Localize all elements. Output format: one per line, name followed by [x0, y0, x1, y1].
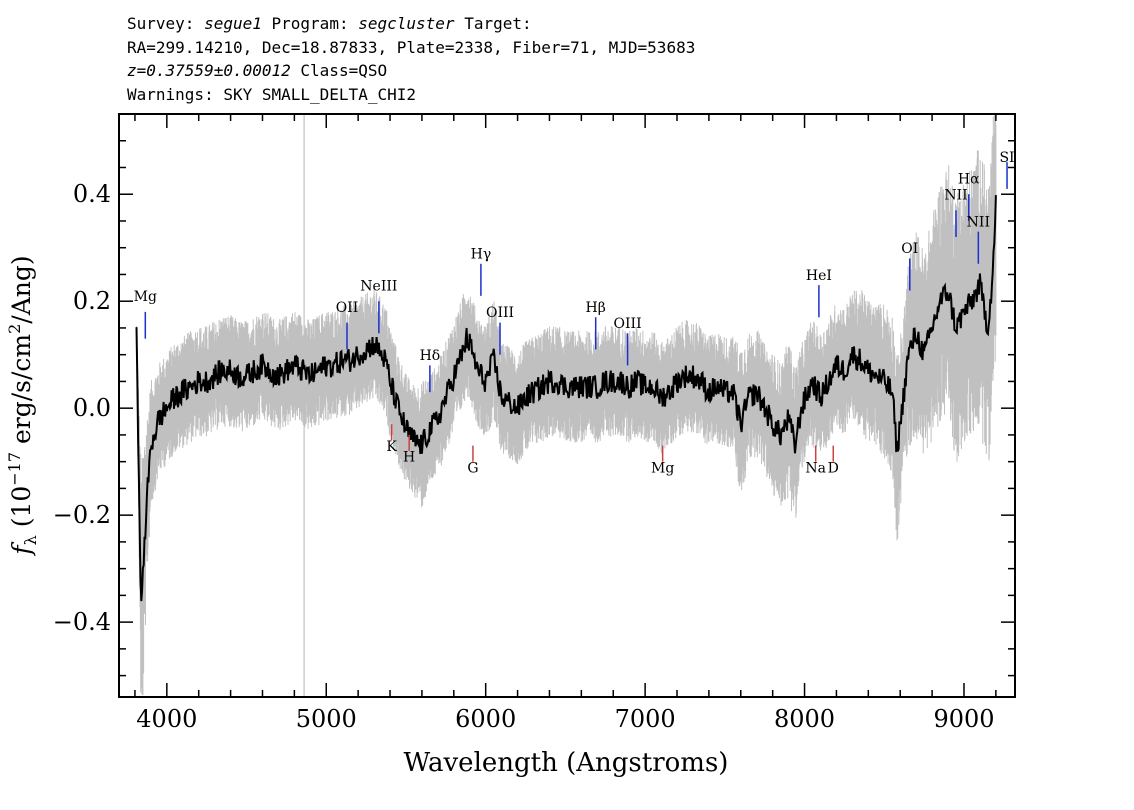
x-axis-label: Wavelength (Angstroms)	[404, 748, 729, 778]
emission-line-label: HeI	[806, 268, 832, 284]
y-tick-label: −0.2	[53, 501, 111, 529]
target-label: Target:	[464, 14, 532, 33]
emission-line-label: OI	[901, 241, 918, 257]
header-line-2: RA=299.14210, Dec=18.87833, Plate=2338, …	[127, 37, 696, 57]
x-tick-label: 8000	[774, 705, 835, 733]
flux-series-line	[135, 195, 997, 602]
absorption-line-label: D	[828, 460, 839, 476]
spectrum-header: Survey: segue1 Program: segcluster Targe…	[127, 12, 695, 106]
flux-series-layer	[135, 195, 997, 602]
emission-line-label: Hα	[958, 172, 980, 188]
y-axis-label: fλ (10−17 erg/s/cm2/Ang)	[5, 255, 40, 556]
error-band-path	[136, 114, 997, 696]
y-tick-label: 0.4	[73, 180, 111, 208]
header-line-3: z=0.37559±0.00012 Class=QSO	[127, 59, 695, 83]
absorption-line-label: Mg	[651, 460, 674, 476]
y-axis-symbol: f	[7, 542, 36, 557]
tick-layer: 4000 5000 6000 7000 8000 9000 −0.4 −0.2 0.0 0.2 0.…	[53, 114, 1015, 733]
y-tick-label: −0.4	[53, 608, 111, 636]
y-axis-exponent: −17	[5, 452, 24, 486]
survey-value: segue1	[204, 14, 262, 33]
redshift-value: z=0.37559±0.00012	[127, 61, 291, 80]
y-axis-units-end: /Ang)	[7, 255, 36, 323]
x-tick-label: 9000	[933, 705, 994, 733]
x-tick-label: 4000	[136, 705, 197, 733]
emission-line-label: Hγ	[471, 246, 492, 262]
x-tick-label: 6000	[455, 705, 516, 733]
absorption-line-label: K	[386, 439, 397, 455]
emission-line-label: NII	[944, 188, 967, 204]
emission-line-label: Mg	[134, 289, 157, 305]
absorption-line-label: G	[467, 460, 478, 476]
survey-label: Survey:	[127, 14, 195, 33]
emission-line-label: OIII	[486, 305, 514, 321]
header-line-1: Survey: segue1 Program: segcluster Targe…	[127, 12, 695, 36]
program-label: Program:	[271, 14, 349, 33]
emission-line-label: Hβ	[586, 300, 606, 316]
y-tick-label: 0.0	[73, 394, 111, 422]
y-axis-units-rest: erg/s/cm	[7, 334, 36, 452]
y-axis-units: (10	[7, 486, 36, 536]
y-axis-sq: 2	[5, 324, 24, 334]
emission-line-label: NeIII	[360, 279, 397, 295]
axes-frame	[118, 113, 1016, 698]
error-band	[136, 114, 997, 696]
emission-line-label: OII	[336, 300, 359, 316]
emission-line-label: OIII	[614, 316, 642, 332]
svg-text:fλ (10−17 erg/s/cm2/Ang): fλ (10−17 erg/s/cm2/Ang)	[5, 255, 40, 556]
y-tick-label: 0.2	[73, 287, 111, 315]
emission-line-label: SI	[999, 150, 1014, 166]
emission-line-label: Hδ	[420, 348, 441, 364]
absorption-line-label: H	[403, 450, 415, 466]
y-axis-subscript: λ	[21, 535, 40, 545]
emission-line-label: NII	[967, 214, 990, 230]
absorption-line-label: Na	[805, 460, 826, 476]
x-tick-label: 7000	[615, 705, 676, 733]
x-tick-label: 5000	[296, 705, 357, 733]
class-value: Class=QSO	[300, 61, 388, 80]
header-line-4: Warnings: SKY SMALL_DELTA_CHI2	[127, 84, 416, 104]
plot-frame	[118, 113, 1016, 698]
program-value: segcluster	[358, 14, 455, 33]
